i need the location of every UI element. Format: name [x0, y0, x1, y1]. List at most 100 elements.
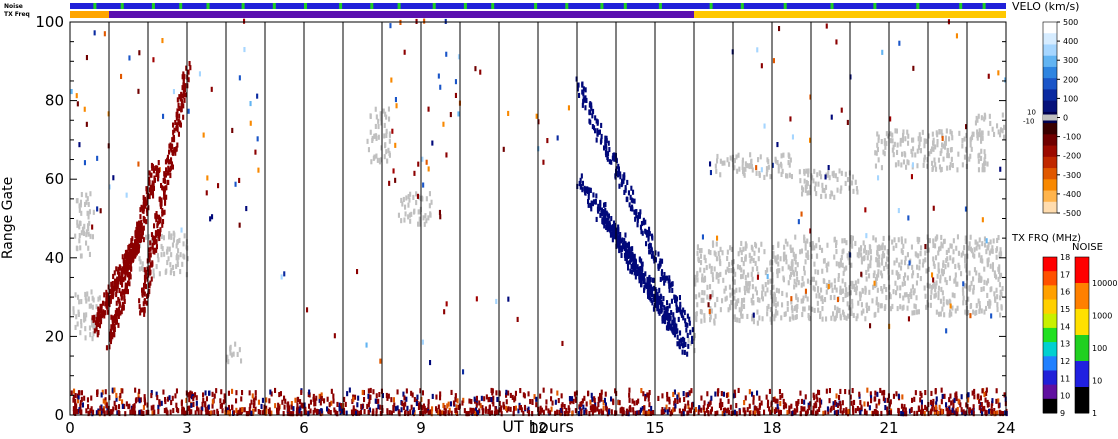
echo-cell	[198, 71, 201, 77]
ground-scatter-cell	[920, 245, 923, 251]
ground-scatter-cell	[377, 118, 380, 124]
near-range-cell	[895, 391, 898, 397]
ground-scatter-cell	[854, 280, 857, 286]
near-range-cell	[933, 406, 936, 412]
ground-scatter-cell	[934, 283, 937, 289]
ground-scatter-cell	[951, 162, 954, 168]
echo-cell	[85, 55, 88, 61]
velocity-feature-cell	[112, 273, 115, 279]
near-range-cell	[997, 398, 1000, 404]
ground-scatter-cell	[384, 111, 387, 117]
near-range-cell	[192, 396, 195, 402]
ground-scatter-cell	[916, 236, 919, 242]
near-range-cell	[776, 404, 779, 410]
velocity-feature-cell	[105, 292, 108, 298]
ground-scatter-cell	[931, 160, 934, 166]
velocity-feature-cell	[649, 285, 652, 291]
ground-scatter-cell	[943, 238, 946, 244]
txfreq-tick-label: 13	[1060, 340, 1070, 349]
near-range-cell	[180, 399, 183, 405]
ground-scatter-cell	[997, 235, 1000, 241]
near-range-cell	[938, 404, 941, 410]
near-range-cell	[194, 392, 197, 398]
echo-cell	[897, 208, 900, 214]
ground-scatter-cell	[733, 289, 736, 295]
ground-scatter-cell	[877, 269, 880, 275]
velocity-feature-cell	[591, 113, 594, 119]
near-range-cell	[786, 410, 789, 416]
ground-scatter-cell	[960, 252, 963, 258]
near-range-cell	[189, 393, 192, 399]
near-range-cell	[929, 409, 932, 415]
near-range-cell	[439, 395, 442, 401]
txfreq-color-swatch	[1043, 384, 1057, 400]
near-range-cell	[940, 399, 943, 405]
near-range-cell	[876, 391, 879, 397]
ground-scatter-cell	[900, 162, 903, 168]
ground-scatter-cell	[809, 241, 812, 247]
near-range-cell	[941, 409, 944, 415]
near-range-cell	[259, 410, 262, 416]
velocity-tick-label: 0	[1063, 114, 1068, 123]
near-range-cell	[793, 410, 796, 416]
ground-scatter-cell	[835, 287, 838, 293]
near-range-cell	[375, 407, 378, 413]
velocity-feature-cell	[678, 343, 681, 349]
ground-scatter-cell	[825, 316, 828, 322]
near-range-cell	[583, 395, 586, 401]
ground-scatter-cell	[932, 146, 935, 152]
ground-scatter-cell	[737, 251, 740, 257]
status-bars: Noise TX Freq	[4, 3, 1006, 18]
near-range-cell	[254, 406, 257, 412]
velocity-tick-label: 500	[1063, 18, 1078, 27]
near-range-cell	[550, 406, 553, 412]
near-range-cell	[991, 400, 994, 406]
near-range-cell	[668, 396, 671, 402]
ground-scatter-cell	[807, 172, 810, 178]
echo-cell	[379, 358, 382, 364]
near-range-cell	[678, 397, 681, 403]
ground-scatter-cell	[743, 297, 746, 303]
near-range-cell	[490, 397, 493, 403]
ground-scatter-cell	[788, 153, 791, 159]
velocity-feature-cell	[166, 157, 169, 163]
ground-scatter-cell	[874, 163, 877, 169]
ground-scatter-cell	[806, 190, 809, 196]
ground-scatter-cell	[795, 282, 798, 288]
echo-cell	[898, 40, 901, 46]
ground-scatter-cell	[951, 305, 954, 311]
near-range-cell	[396, 389, 399, 395]
ground-scatter-cell	[742, 246, 745, 252]
ground-scatter-cell	[750, 244, 753, 250]
ground-scatter-cell	[743, 303, 746, 309]
ground-scatter-cell	[872, 273, 875, 279]
ground-scatter-cell	[881, 273, 884, 279]
ground-scatter-cell	[772, 245, 775, 251]
ground-scatter-cell	[880, 286, 883, 292]
echo-cell	[809, 94, 812, 100]
velocity-feature-cell	[600, 207, 603, 213]
ground-scatter-cell	[92, 331, 95, 337]
near-range-cell	[567, 410, 570, 416]
near-range-cell	[999, 410, 1002, 416]
ground-scatter-cell	[860, 310, 863, 316]
velocity-feature-cell	[606, 154, 609, 160]
near-range-cell	[283, 395, 286, 401]
near-range-cell	[710, 409, 713, 415]
velocity-feature-cell	[115, 319, 118, 325]
velocity-feature-cell	[138, 221, 141, 227]
near-range-cell	[165, 407, 168, 413]
ground-scatter-cell	[917, 136, 920, 142]
near-range-cell	[312, 409, 315, 415]
echo-cell	[445, 301, 448, 307]
near-range-cell	[1005, 411, 1008, 417]
noise-bar-mark	[783, 3, 787, 9]
near-range-cell	[522, 410, 525, 416]
near-range-cell	[852, 407, 855, 413]
near-range-cell	[213, 393, 216, 399]
near-range-cell	[549, 410, 552, 416]
ground-scatter-cell	[781, 168, 784, 174]
ground-scatter-cell	[876, 245, 879, 251]
ground-scatter-cell	[899, 141, 902, 147]
near-range-cell	[733, 389, 736, 395]
